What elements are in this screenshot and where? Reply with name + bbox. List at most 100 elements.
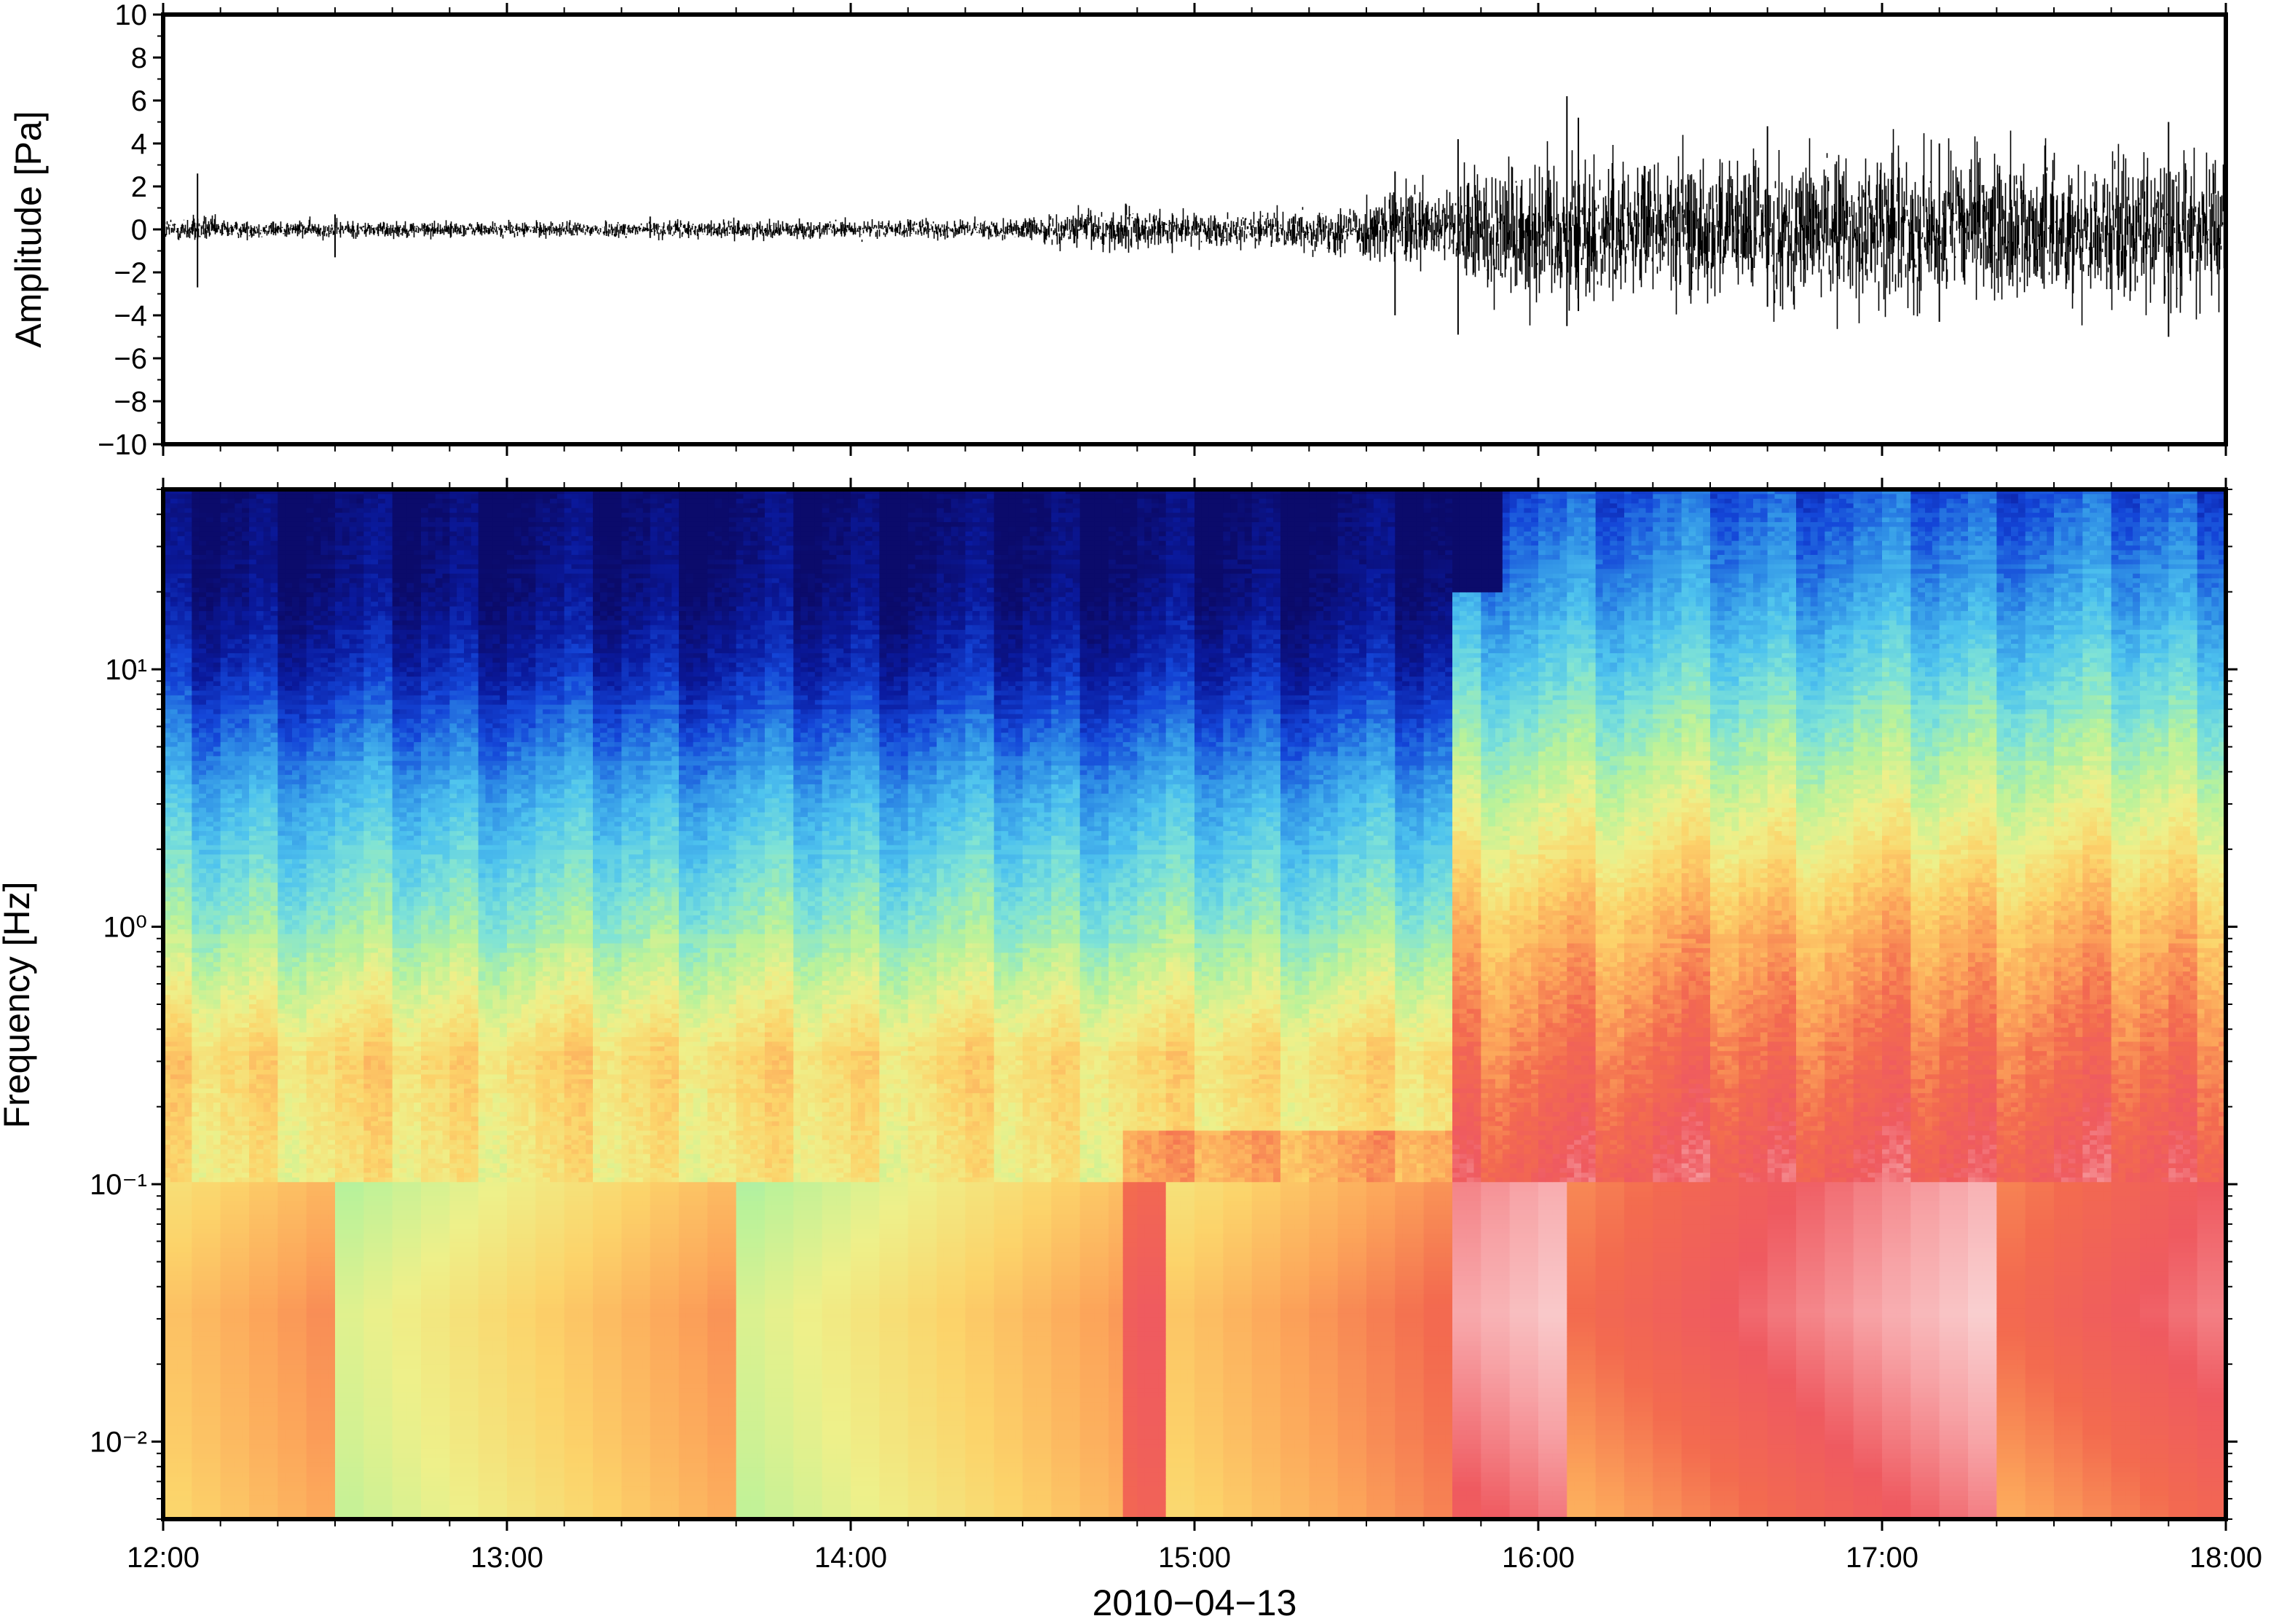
spectrogram-cell bbox=[178, 1411, 185, 1416]
spectrogram-cell bbox=[199, 1079, 206, 1084]
spectrogram-cell bbox=[213, 1178, 221, 1183]
spectrogram-cell bbox=[228, 545, 235, 551]
spectrogram-cell bbox=[221, 677, 228, 682]
spectrogram-cell bbox=[178, 1435, 185, 1440]
spectrogram-cell bbox=[206, 723, 213, 728]
spectrogram-cell bbox=[213, 1425, 221, 1430]
spectrogram-cell bbox=[221, 728, 228, 733]
spectrogram-cell bbox=[213, 1210, 221, 1215]
spectrogram-cell bbox=[185, 1313, 192, 1318]
spectrogram-cell bbox=[192, 1374, 199, 1379]
spectrogram-cell bbox=[192, 995, 199, 1000]
spectrogram-cell bbox=[192, 1023, 199, 1028]
spectrogram-cell bbox=[185, 1197, 192, 1202]
spectrogram-cell bbox=[213, 1224, 221, 1229]
spectrogram-cell bbox=[221, 794, 228, 799]
spectrogram-cell bbox=[199, 1365, 206, 1370]
spectrogram-cell bbox=[170, 845, 178, 850]
spectrogram-cell bbox=[178, 583, 185, 588]
spectrogram-cell bbox=[221, 1018, 228, 1023]
spectrogram-cell bbox=[185, 1191, 192, 1197]
spectrogram-cell bbox=[185, 929, 192, 934]
spectrogram-cell bbox=[221, 1346, 228, 1351]
spectrogram-cell bbox=[221, 1220, 228, 1225]
spectrogram-cell bbox=[213, 878, 221, 883]
spectrogram-cell bbox=[185, 494, 192, 499]
spectrogram-cell bbox=[221, 765, 228, 770]
spectrogram-cell bbox=[206, 503, 213, 508]
spectrogram-cell bbox=[213, 1435, 221, 1440]
spectrogram-cell bbox=[206, 1318, 213, 1323]
spectrogram-cell bbox=[170, 976, 178, 981]
spectrogram-cell bbox=[192, 1131, 199, 1136]
spectrogram-cell bbox=[206, 1116, 213, 1122]
spectrogram-cell bbox=[185, 1491, 192, 1496]
spectrogram-cell bbox=[213, 840, 221, 845]
spectrogram-cell bbox=[228, 536, 235, 541]
spectrogram-cell bbox=[213, 817, 221, 822]
spectrogram-cell bbox=[185, 738, 192, 743]
spectrogram-cell bbox=[206, 1131, 213, 1136]
spectrogram-cell bbox=[206, 831, 213, 836]
spectrogram-cell bbox=[221, 559, 228, 564]
spectrogram-cell bbox=[185, 789, 192, 794]
spectrogram-cell bbox=[192, 1407, 199, 1412]
spectrogram-cell bbox=[206, 896, 213, 902]
spectrogram-cell bbox=[199, 934, 206, 939]
spectrogram-cell bbox=[213, 1398, 221, 1403]
spectrogram-cell bbox=[206, 756, 213, 761]
spectrogram-cell bbox=[221, 1234, 228, 1239]
spectrogram-cell bbox=[178, 953, 185, 958]
spectrogram-cell bbox=[199, 1496, 206, 1501]
spectrogram-cell bbox=[178, 1379, 185, 1384]
spectrogram-cell bbox=[213, 873, 221, 878]
spectrogram-cell bbox=[185, 808, 192, 813]
spectrogram-cell bbox=[192, 789, 199, 794]
spectrogram-cell bbox=[213, 1098, 221, 1103]
spectrogram-cell bbox=[170, 1500, 178, 1505]
spectrogram-cell bbox=[170, 709, 178, 714]
spectrogram-cell bbox=[199, 728, 206, 733]
spectrogram-cell bbox=[185, 1131, 192, 1136]
spectrogram-cell bbox=[221, 1266, 228, 1272]
spectrogram-cell bbox=[206, 939, 213, 944]
spectrogram-cell bbox=[192, 1318, 199, 1323]
spectrogram-cell bbox=[192, 1346, 199, 1351]
spectrogram-cell bbox=[206, 1112, 213, 1117]
spectrogram-cell bbox=[185, 1126, 192, 1131]
spectrogram-cell bbox=[192, 1149, 199, 1154]
spectrogram-cell bbox=[221, 672, 228, 677]
spectrogram-cell bbox=[206, 840, 213, 845]
spectrogram-cell bbox=[192, 803, 199, 808]
spectrogram-cell bbox=[192, 1369, 199, 1374]
spectrogram-cell bbox=[221, 817, 228, 822]
spectrogram-cell bbox=[228, 578, 235, 583]
spectrogram-cell bbox=[170, 1220, 178, 1225]
spectrogram-cell bbox=[213, 1145, 221, 1150]
spectrogram-cell bbox=[221, 588, 228, 593]
spectrogram-cell bbox=[185, 1098, 192, 1103]
spectrogram-cell bbox=[185, 831, 192, 836]
spectrogram-cell bbox=[199, 644, 206, 649]
spectrogram-cell bbox=[192, 1257, 199, 1262]
spectrogram-cell bbox=[170, 995, 178, 1000]
spectrogram-cell bbox=[178, 1262, 185, 1267]
spectrogram-cell bbox=[192, 808, 199, 813]
spectrogram-cell bbox=[192, 1065, 199, 1071]
spectrogram-cell bbox=[228, 611, 235, 616]
spectrogram-cell bbox=[199, 1388, 206, 1393]
spectrogram-cell bbox=[199, 1454, 206, 1459]
spectrogram-cell bbox=[185, 1238, 192, 1243]
spectrogram-cell bbox=[178, 1172, 185, 1178]
spectrogram-cell bbox=[206, 709, 213, 714]
spectrogram-cell bbox=[206, 1159, 213, 1164]
spectrogram-cell bbox=[199, 1458, 206, 1463]
spectrogram-cell bbox=[213, 1477, 221, 1482]
spectrogram-cell bbox=[192, 1107, 199, 1112]
spectrogram-cell bbox=[199, 1000, 206, 1005]
spectrogram-cell bbox=[199, 690, 206, 695]
spectrogram-cell bbox=[199, 1191, 206, 1197]
spectrogram-cell bbox=[199, 700, 206, 705]
spectrogram-cell bbox=[213, 1304, 221, 1309]
spectrogram-cell bbox=[199, 1379, 206, 1384]
